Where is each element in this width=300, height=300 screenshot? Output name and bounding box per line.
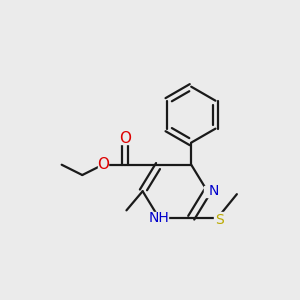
Polygon shape [149,212,168,224]
Polygon shape [204,186,214,196]
Polygon shape [98,159,108,170]
Polygon shape [120,132,130,144]
Text: NH: NH [148,211,169,225]
Text: O: O [119,131,131,146]
Text: N: N [209,184,219,198]
Text: S: S [215,213,224,227]
Text: O: O [97,157,109,172]
Polygon shape [214,212,224,223]
